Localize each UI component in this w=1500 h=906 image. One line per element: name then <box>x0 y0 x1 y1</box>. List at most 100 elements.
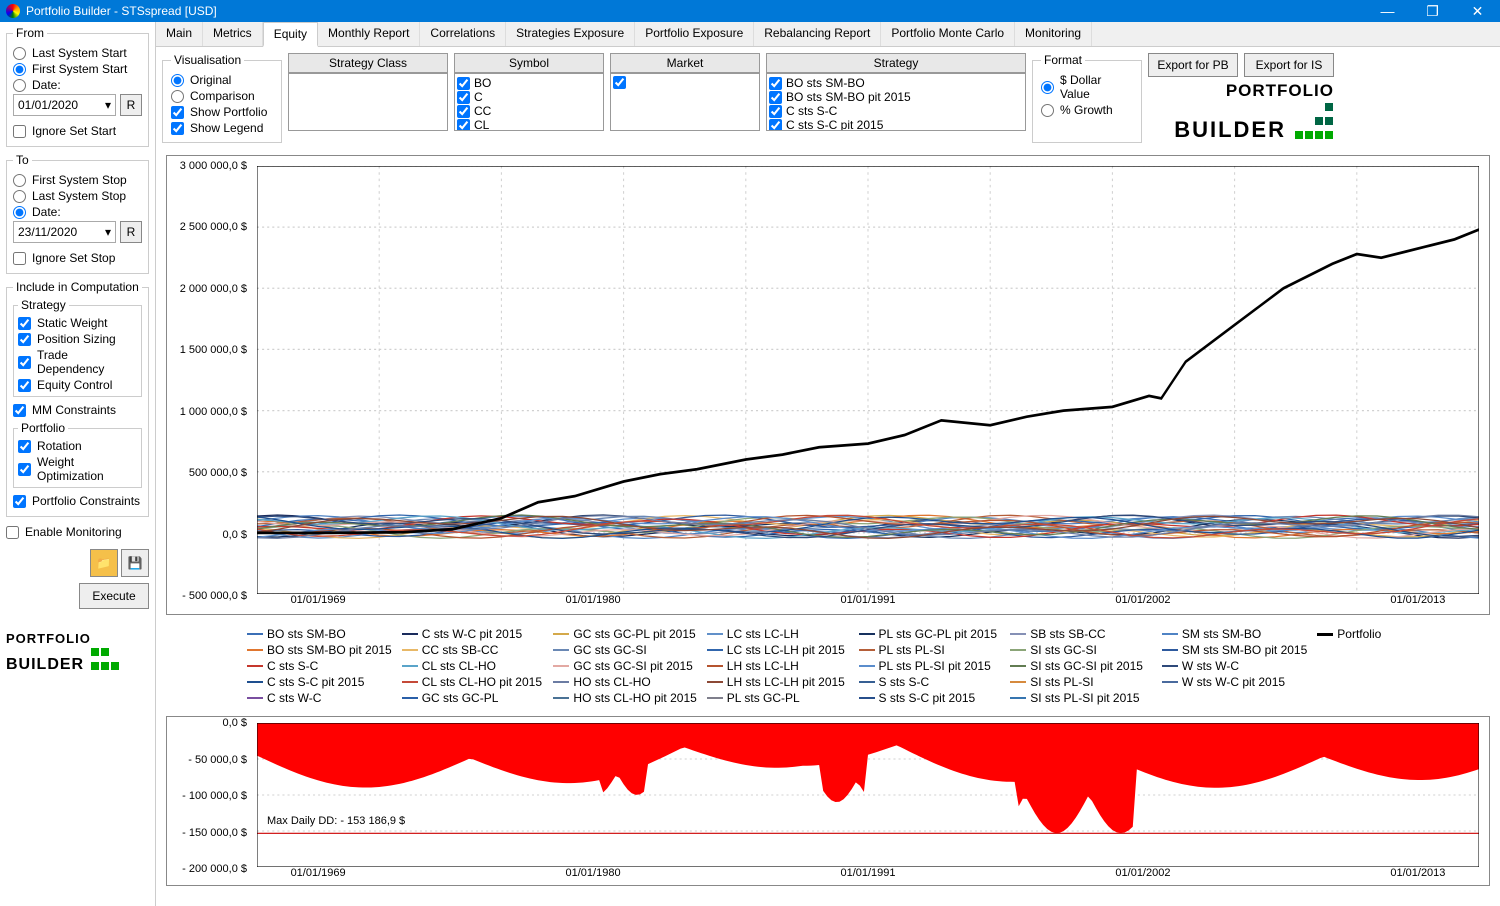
tab-correlations[interactable]: Correlations <box>420 22 506 46</box>
window-title: Portfolio Builder - STSspread [USD] <box>26 4 217 18</box>
to-opt-2[interactable] <box>13 206 26 219</box>
legend-item: PL sts GC-PL <box>707 691 849 705</box>
strat-opt-3[interactable] <box>18 379 31 392</box>
from-opt-1[interactable] <box>13 63 26 76</box>
legend-item: PL sts PL-SI <box>859 643 1001 657</box>
legend-item: PL sts PL-SI pit 2015 <box>859 659 1001 673</box>
strategy-class-list[interactable] <box>288 73 448 131</box>
tab-portfolio-exposure[interactable]: Portfolio Exposure <box>635 22 754 46</box>
legend-item: GC sts GC-SI <box>553 643 696 657</box>
legend-item: HO sts CL-HO pit 2015 <box>553 691 696 705</box>
vis-0[interactable] <box>171 74 184 87</box>
tab-monthly-report[interactable]: Monthly Report <box>318 22 420 46</box>
legend-item: C sts W-C <box>247 691 392 705</box>
col-market[interactable]: Market <box>610 53 760 73</box>
port-opt-0[interactable] <box>18 440 31 453</box>
ignore-set-stop-check[interactable] <box>13 252 26 265</box>
legend-item: SI sts GC-SI pit 2015 <box>1010 659 1152 673</box>
legend-item: SM sts SM-BO pit 2015 <box>1162 643 1307 657</box>
col-strategy[interactable]: Strategy <box>766 53 1026 73</box>
sidebar-logo: PORTFOLIO BUILDER <box>6 631 149 674</box>
col-symbol[interactable]: Symbol <box>454 53 604 73</box>
minimize-button[interactable]: ― <box>1365 0 1410 22</box>
legend-item: CC sts SB-CC <box>402 643 544 657</box>
tab-bar: MainMetricsEquityMonthly ReportCorrelati… <box>156 22 1500 47</box>
execute-button[interactable]: Execute <box>79 583 149 609</box>
export-is-button[interactable]: Export for IS <box>1244 53 1334 77</box>
tab-metrics[interactable]: Metrics <box>203 22 263 46</box>
legend-item: GC sts GC-PL pit 2015 <box>553 627 696 641</box>
symbol-list[interactable]: BOCCCCL <box>454 73 604 131</box>
legend-item: C sts S-C <box>247 659 392 673</box>
col-strategy-class[interactable]: Strategy Class <box>288 53 448 73</box>
ignore-set-start-check[interactable] <box>13 125 26 138</box>
from-date-input[interactable]: 01/01/2020▾ <box>13 94 116 116</box>
from-opt-2[interactable] <box>13 79 26 92</box>
strat-opt-0[interactable] <box>18 317 31 330</box>
from-fieldset: From Last System StartFirst System Start… <box>6 26 149 147</box>
legend-item <box>1317 691 1459 705</box>
max-dd-label: Max Daily DD: - 153 186,9 $ <box>267 815 405 827</box>
sidebar: From Last System StartFirst System Start… <box>0 22 156 906</box>
close-button[interactable]: ✕ <box>1455 0 1500 22</box>
strategy-list[interactable]: BO sts SM-BOBO sts SM-BO pit 2015C sts S… <box>766 73 1026 131</box>
legend-item: CL sts CL-HO <box>402 659 544 673</box>
to-opt-1[interactable] <box>13 190 26 203</box>
market-list[interactable] <box>610 73 760 131</box>
mm-constraints-check[interactable] <box>13 404 26 417</box>
strat-opt-1[interactable] <box>18 333 31 346</box>
tab-rebalancing-report[interactable]: Rebalancing Report <box>754 22 881 46</box>
save-button[interactable]: 💾 <box>121 549 149 577</box>
equity-chart: - 500 000,0 $0,0 $500 000,0 $1 000 000,0… <box>166 155 1490 615</box>
legend-item: HO sts CL-HO <box>553 675 696 689</box>
enable-monitoring-check[interactable] <box>6 526 19 539</box>
titlebar: Portfolio Builder - STSspread [USD] ― ❐ … <box>0 0 1500 22</box>
open-folder-button[interactable]: 📁 <box>90 549 118 577</box>
legend-item: C sts S-C pit 2015 <box>247 675 392 689</box>
from-reset-button[interactable]: R <box>120 94 142 116</box>
legend-item: C sts W-C pit 2015 <box>402 627 544 641</box>
legend-item: SI sts PL-SI <box>1010 675 1152 689</box>
visualisation-box: Visualisation OriginalComparisonShow Por… <box>162 53 282 143</box>
legend-item: BO sts SM-BO <box>247 627 392 641</box>
legend-item: S sts S-C pit 2015 <box>859 691 1001 705</box>
tab-portfolio-monte-carlo[interactable]: Portfolio Monte Carlo <box>881 22 1015 46</box>
maximize-button[interactable]: ❐ <box>1410 0 1455 22</box>
to-date-input[interactable]: 23/11/2020▾ <box>13 221 116 243</box>
from-opt-0[interactable] <box>13 47 26 60</box>
tab-monitoring[interactable]: Monitoring <box>1015 22 1092 46</box>
to-reset-button[interactable]: R <box>120 221 142 243</box>
dollar-value-radio[interactable] <box>1041 81 1054 94</box>
tab-main[interactable]: Main <box>156 22 203 46</box>
legend-item: SI sts GC-SI <box>1010 643 1152 657</box>
legend-item: CL sts CL-HO pit 2015 <box>402 675 544 689</box>
legend-item: Portfolio <box>1317 627 1459 641</box>
legend-item: S sts S-C <box>859 675 1001 689</box>
tab-strategies-exposure[interactable]: Strategies Exposure <box>506 22 635 46</box>
vis-2[interactable] <box>171 106 184 119</box>
vis-1[interactable] <box>171 90 184 103</box>
to-legend: To <box>13 153 32 167</box>
vis-3[interactable] <box>171 122 184 135</box>
portfolio-constraints-check[interactable] <box>13 495 26 508</box>
include-fieldset: Include in Computation Strategy Static W… <box>6 280 149 517</box>
legend-item: GC sts GC-SI pit 2015 <box>553 659 696 673</box>
strat-opt-2[interactable] <box>18 356 31 369</box>
include-legend: Include in Computation <box>13 280 142 294</box>
port-opt-1[interactable] <box>18 463 31 476</box>
legend-item: LH sts LC-LH pit 2015 <box>707 675 849 689</box>
legend-item: GC sts GC-PL <box>402 691 544 705</box>
tab-equity[interactable]: Equity <box>263 22 318 47</box>
export-pb-button[interactable]: Export for PB <box>1148 53 1238 77</box>
legend-item: SM sts SM-BO <box>1162 627 1307 641</box>
legend-item: BO sts SM-BO pit 2015 <box>247 643 392 657</box>
to-opt-0[interactable] <box>13 174 26 187</box>
legend-item <box>1162 691 1307 705</box>
app-icon <box>6 4 20 18</box>
legend-item: LH sts LC-LH <box>707 659 849 673</box>
growth-radio[interactable] <box>1041 104 1054 117</box>
legend-item: W sts W-C pit 2015 <box>1162 675 1307 689</box>
to-fieldset: To First System StopLast System StopDate… <box>6 153 149 274</box>
main-logo: PORTFOLIO BUILDER <box>1174 81 1334 143</box>
legend-item: SB sts SB-CC <box>1010 627 1152 641</box>
